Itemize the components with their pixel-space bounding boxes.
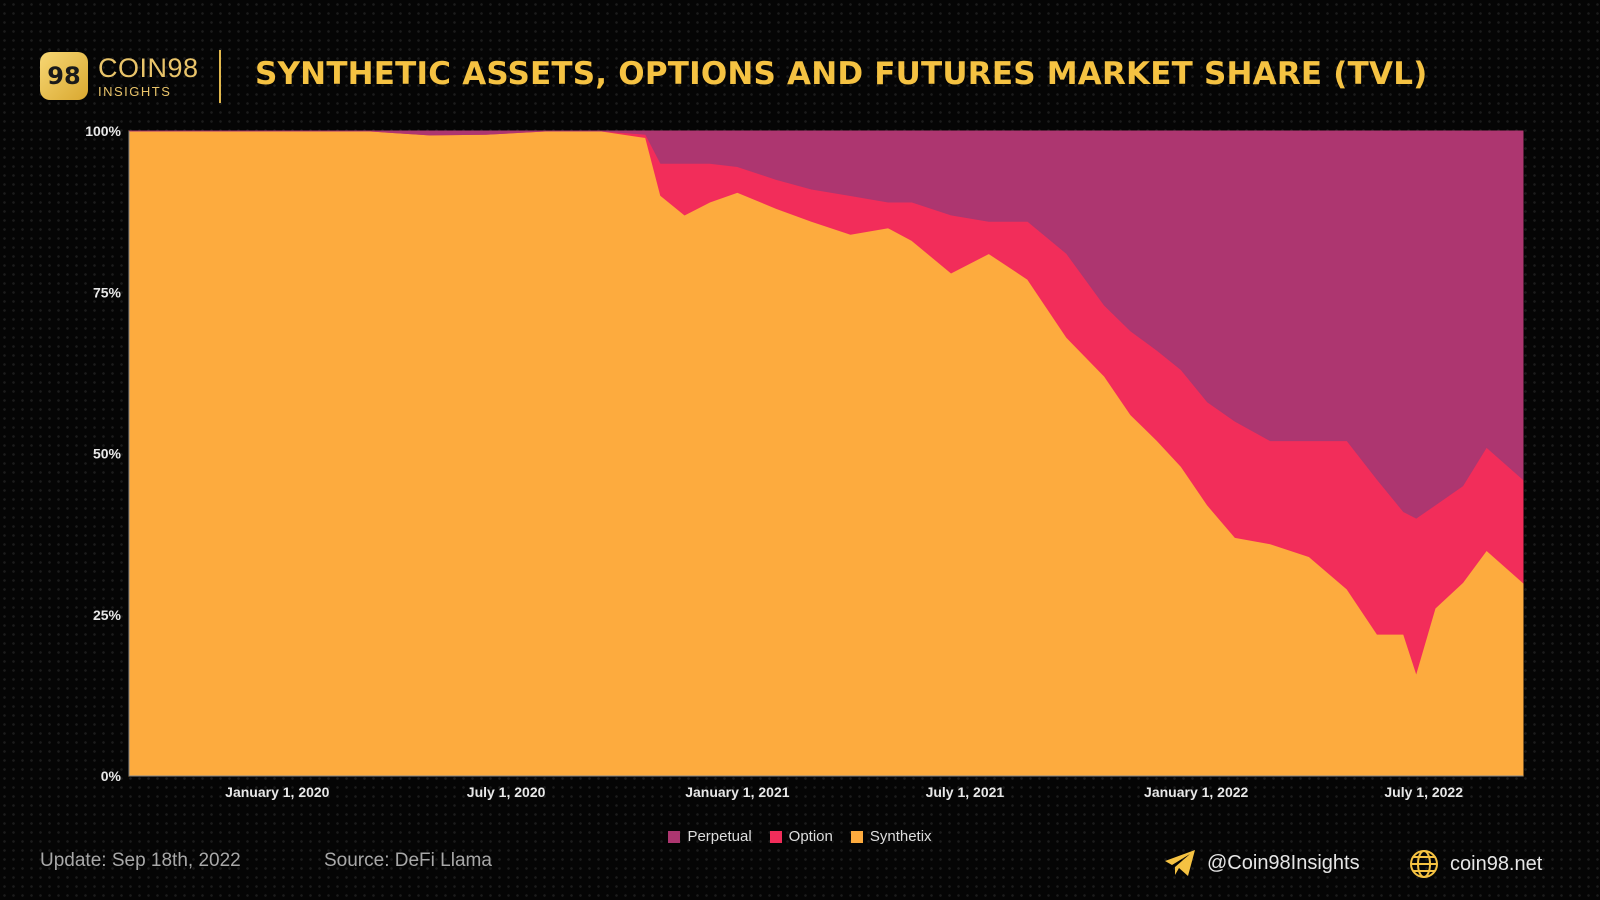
legend-item-option: Option	[769, 828, 833, 845]
telegram-handle[interactable]: @Coin98Insights	[1163, 848, 1360, 878]
y-tick-label: 25%	[93, 607, 122, 623]
x-tick-label: January 1, 2021	[685, 784, 790, 800]
update-date: Update: Sep 18th, 2022	[40, 850, 241, 871]
data-source: Source: DeFi Llama	[324, 850, 492, 871]
y-tick-label: 50%	[93, 446, 122, 462]
coin98-logo: 98	[40, 52, 88, 100]
legend-item-synthetix: Synthetix	[850, 828, 932, 845]
website-link[interactable]: coin98.net	[1408, 848, 1542, 880]
brand-name: COIN98	[98, 52, 199, 83]
legend-label-perpetual: Perpetual	[687, 828, 752, 845]
globe-icon	[1410, 850, 1438, 878]
x-tick-label: July 1, 2021	[926, 784, 1005, 800]
legend-item-perpetual: Perpetual	[668, 828, 752, 845]
telegram-handle-label: @Coin98Insights	[1207, 851, 1360, 874]
chart-legend: Perpetual Option Synthetix	[0, 828, 1600, 845]
brand: 98 COIN98 INSIGHTS	[40, 52, 199, 100]
legend-swatch-perpetual	[668, 830, 681, 843]
x-tick-label: January 1, 2020	[225, 784, 330, 800]
y-tick-label: 0%	[101, 768, 122, 784]
header-divider	[219, 50, 221, 103]
legend-swatch-option	[769, 830, 782, 843]
y-tick-label: 75%	[93, 284, 122, 300]
chart-title: SYNTHETIC ASSETS, OPTIONS AND FUTURES MA…	[255, 56, 1428, 92]
area-perpetual	[129, 130, 1524, 519]
brand-sub: INSIGHTS	[98, 83, 172, 99]
legend-label-synthetix: Synthetix	[869, 828, 932, 845]
telegram-icon	[1165, 850, 1195, 876]
x-tick-label: July 1, 2022	[1384, 784, 1463, 800]
legend-swatch-synthetix	[850, 830, 863, 843]
x-tick-label: July 1, 2020	[467, 784, 546, 800]
legend-label-option: Option	[788, 828, 833, 845]
x-tick-label: January 1, 2022	[1144, 784, 1249, 800]
y-tick-label: 100%	[85, 123, 121, 139]
website-label: coin98.net	[1450, 852, 1543, 875]
brand-text: COIN98 INSIGHTS	[98, 52, 199, 99]
